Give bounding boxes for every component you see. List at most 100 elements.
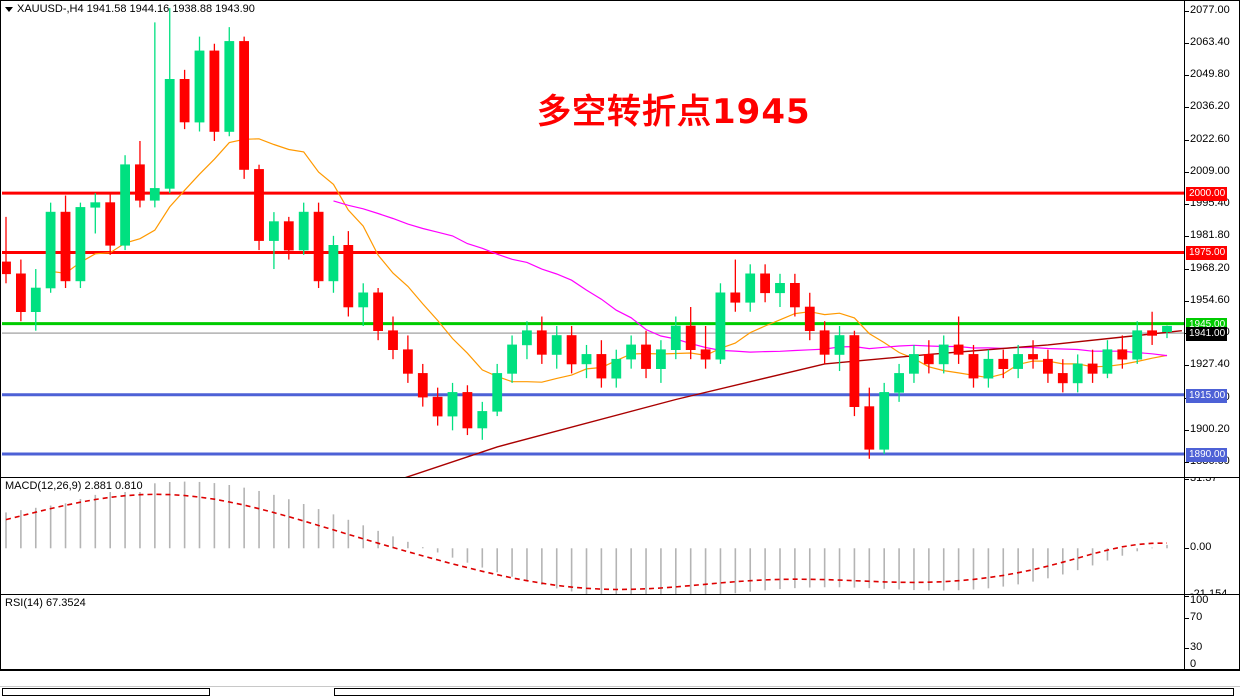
- candlestick: [1102, 340, 1113, 379]
- candle-body: [879, 392, 890, 450]
- candle-body: [998, 358, 1009, 370]
- candle-body: [760, 273, 770, 294]
- candle-body: [268, 221, 279, 241]
- candle-body: [968, 354, 979, 379]
- candle-body: [1162, 325, 1172, 333]
- candlestick: [209, 43, 220, 141]
- chevron-down-icon[interactable]: [5, 6, 13, 12]
- candlestick: [1028, 340, 1038, 369]
- ma-orange-line: [50, 138, 1168, 383]
- rsi-svg: [2, 596, 1187, 670]
- price-plot-area[interactable]: 多空转折点1945: [2, 2, 1187, 477]
- candle-body: [849, 335, 860, 407]
- candle-body: [343, 245, 354, 308]
- symbol-header[interactable]: XAUUSD-,H4 1941.58 1944.16 1938.88 1943.…: [5, 3, 255, 15]
- candlestick: [417, 363, 428, 407]
- candlestick: [894, 363, 904, 402]
- candle-body: [1057, 373, 1068, 384]
- price-level-badge[interactable]: 2000.00: [1186, 187, 1228, 202]
- candlestick: [804, 292, 815, 341]
- candlestick: [105, 193, 116, 255]
- price-level-badge[interactable]: 1975.00: [1186, 246, 1228, 261]
- candle-body: [953, 344, 964, 355]
- candlestick: [789, 273, 800, 317]
- scrollbar-track-right[interactable]: [334, 688, 1234, 696]
- candle-body: [908, 354, 919, 374]
- candlestick: [1043, 349, 1053, 383]
- candlestick: [730, 259, 741, 312]
- candle-body: [417, 373, 428, 398]
- price-level-badge[interactable]: 1915.00: [1186, 388, 1228, 403]
- candle-body: [775, 282, 785, 294]
- candlestick: [864, 387, 875, 459]
- price-level-badge[interactable]: 1941.00: [1186, 327, 1228, 342]
- rsi-plot-area[interactable]: [2, 596, 1187, 670]
- candlestick: [45, 202, 56, 293]
- candlestick: [283, 216, 294, 260]
- candle-body: [521, 330, 532, 346]
- price-tick-label: 2077.00: [1190, 3, 1230, 16]
- symbol-header-label: XAUUSD-,H4 1941.58 1944.16 1938.88 1943.…: [17, 3, 255, 15]
- price-tick-mark: [1185, 42, 1189, 44]
- candle-body: [596, 354, 607, 379]
- candlestick: [462, 385, 473, 436]
- candlestick: [581, 344, 592, 379]
- candle-body: [1072, 363, 1083, 384]
- candlestick: [1132, 321, 1143, 364]
- candlestick: [298, 202, 309, 255]
- rsi-label: RSI(14) 67.3524: [5, 597, 88, 609]
- macd-y-axis: 31.37 0.00 -21.154: [1184, 478, 1239, 594]
- candle-body: [298, 211, 309, 251]
- candle-body: [90, 202, 101, 208]
- candle-body: [670, 325, 681, 351]
- candle-body: [685, 325, 696, 351]
- candlestick: [834, 325, 845, 372]
- rsi-tick-label: 30: [1190, 640, 1203, 653]
- price-tick-mark: [1185, 107, 1189, 109]
- candle-body: [477, 411, 488, 429]
- candle-body: [923, 354, 934, 365]
- candle-body: [313, 211, 324, 282]
- candlestick: [715, 283, 726, 364]
- ma-magenta-line: [333, 200, 1168, 357]
- price-y-axis[interactable]: 2077.00 2063.40 2049.80 2036.20 2022.60 2009.…: [1184, 1, 1239, 477]
- candlestick: [923, 340, 934, 374]
- candlestick: [879, 382, 890, 455]
- candle-body: [45, 211, 56, 289]
- candle-body: [1117, 349, 1128, 360]
- trendline-darkred: [404, 330, 1182, 477]
- candle-body: [2, 261, 11, 275]
- macd-indicator-panel[interactable]: 31.37 0.00 -21.154 MACD(12,26,9) 2.881 0.8…: [0, 477, 1240, 595]
- candlestick: [343, 231, 354, 317]
- price-chart-panel[interactable]: 多空转折点1945 2077.00 2063.40 2049.80 2036.20 20…: [0, 0, 1240, 478]
- candlestick: [179, 69, 190, 130]
- price-tick-mark: [1185, 204, 1189, 206]
- price-tick-label: 2022.60: [1190, 132, 1230, 145]
- candlestick: [239, 36, 249, 179]
- candle-body: [492, 373, 503, 412]
- candle-body: [120, 164, 130, 246]
- candle-body: [328, 245, 339, 282]
- candle-body: [641, 344, 651, 369]
- candlestick: [1057, 359, 1068, 393]
- candle-body: [135, 164, 145, 201]
- candle-body: [1013, 354, 1023, 369]
- candlestick: [75, 202, 86, 289]
- macd-tick-mark: [1185, 548, 1189, 550]
- candlestick: [611, 349, 622, 388]
- price-level-badge[interactable]: 1890.00: [1186, 448, 1228, 463]
- price-tick-mark: [1185, 75, 1189, 77]
- candle-body: [239, 41, 249, 170]
- scrollbar-thumb-left[interactable]: [2, 688, 210, 696]
- horizontal-scrollbar[interactable]: [0, 686, 1240, 697]
- time-axis[interactable]: [0, 670, 1240, 686]
- rsi-indicator-panel[interactable]: 100 70 30 0 RSI(14) 67.3524: [0, 594, 1240, 670]
- candle-body: [745, 273, 756, 303]
- candlestick: [819, 321, 830, 364]
- candlestick: [224, 27, 235, 137]
- candlestick: [135, 140, 145, 208]
- candle-body: [581, 354, 592, 365]
- candle-body: [447, 392, 458, 417]
- macd-plot-area[interactable]: [2, 479, 1187, 594]
- candlestick: [521, 321, 532, 360]
